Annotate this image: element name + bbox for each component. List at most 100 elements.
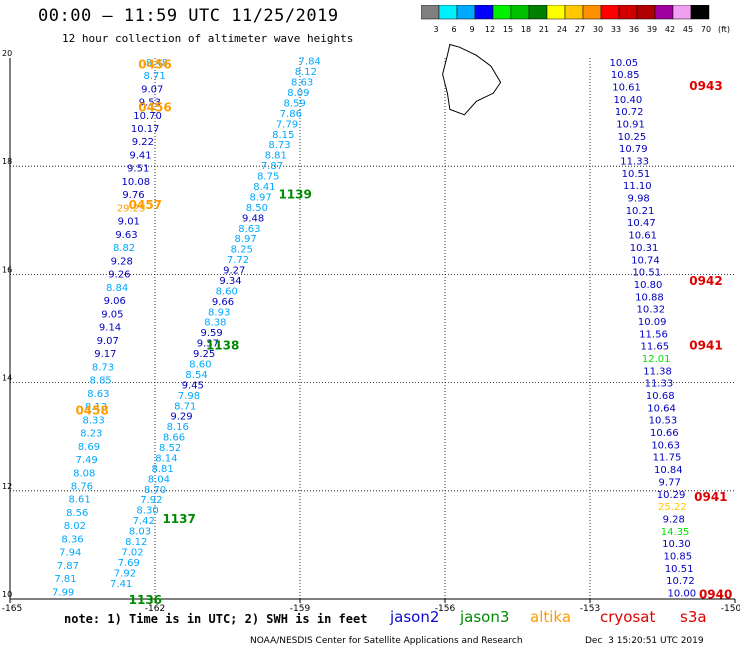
swh-value: 9.26 bbox=[108, 270, 130, 281]
pass-time-label: 0456 bbox=[138, 101, 171, 115]
pass-time-label: 1138 bbox=[206, 339, 239, 353]
swh-value: 8.12 bbox=[125, 537, 147, 548]
swh-value: 8.73 bbox=[92, 362, 114, 373]
generated-timestamp: Dec 3 15:20:51 UTC 2019 bbox=[585, 636, 704, 646]
swh-value: 8.76 bbox=[71, 481, 93, 492]
swh-value: 8.70 bbox=[144, 485, 166, 496]
x-tick-label: -165 bbox=[2, 604, 22, 614]
wave-height-colorbar: 3 6 9 12 15 18 21 24 27 30 33 36 39 42 45 70 (ft) bbox=[421, 5, 730, 34]
swh-value: 8.60 bbox=[216, 286, 238, 297]
swh-value: 7.86 bbox=[280, 109, 302, 120]
swh-value: 9.27 bbox=[223, 266, 245, 277]
swh-value: 11.38 bbox=[643, 366, 672, 377]
swh-value: 7.72 bbox=[227, 255, 249, 266]
swh-value: 9.28 bbox=[111, 256, 133, 267]
swh-value: 8.69 bbox=[78, 442, 100, 453]
swh-value: 8.97 bbox=[234, 234, 256, 245]
page-subtitle: 12 hour collection of altimeter wave hei… bbox=[62, 32, 354, 45]
swh-value: 8.63 bbox=[291, 78, 313, 89]
pass-time-label: 0941 bbox=[694, 490, 727, 504]
swh-value: 8.73 bbox=[268, 140, 290, 151]
swh-value: 8.36 bbox=[61, 534, 83, 545]
swh-value: 11.75 bbox=[653, 453, 682, 464]
colorbar-label: 24 bbox=[557, 25, 567, 34]
pass-time-label: 0458 bbox=[75, 404, 108, 418]
swh-value: 9.17 bbox=[94, 349, 116, 360]
swh-value: 9.98 bbox=[628, 194, 650, 205]
swh-value: 8.61 bbox=[68, 495, 90, 506]
swh-value: 8.66 bbox=[163, 433, 185, 444]
colorbar-label: 70 bbox=[701, 25, 711, 34]
swh-value: 10.68 bbox=[646, 391, 675, 402]
colorbar-label: 15 bbox=[503, 25, 513, 34]
colorbar-swatch bbox=[690, 5, 710, 20]
page-title: 00:00 – 11:59 UTC 11/25/2019 bbox=[38, 6, 339, 26]
swh-value: 8.60 bbox=[189, 360, 211, 371]
swh-value: 8.38 bbox=[204, 318, 226, 329]
swh-value: 10.08 bbox=[122, 177, 151, 188]
swh-value: 10.61 bbox=[612, 82, 641, 93]
swh-value: 8.04 bbox=[148, 474, 170, 485]
swh-value: 8.93 bbox=[208, 307, 230, 318]
swh-value: 10.25 bbox=[618, 132, 647, 143]
swh-value: 10.88 bbox=[635, 292, 664, 303]
y-tick-label: 16 bbox=[2, 265, 12, 274]
swh-value: 9.41 bbox=[129, 150, 151, 161]
swh-value: 7.81 bbox=[54, 574, 76, 585]
y-tick-label: 18 bbox=[2, 157, 12, 166]
swh-value: 10.51 bbox=[622, 169, 651, 180]
swh-value: 10.84 bbox=[654, 465, 683, 476]
credit-line: NOAA/NESDIS Center for Satellite Applica… bbox=[250, 636, 523, 646]
swh-value: 10.17 bbox=[131, 124, 160, 135]
legend-cryosat: cryosat bbox=[600, 608, 656, 626]
swh-value: 8.81 bbox=[265, 151, 287, 162]
swh-value: 9.66 bbox=[212, 297, 234, 308]
swh-value: 9.34 bbox=[219, 276, 241, 287]
swh-value: 9.14 bbox=[99, 323, 121, 334]
swh-value: 7.69 bbox=[118, 558, 140, 569]
swh-value: 8.56 bbox=[66, 508, 88, 519]
legend-note: note: 1) Time is in UTC; 2) SWH is in fe… bbox=[64, 612, 368, 626]
swh-value: 7.98 bbox=[178, 391, 200, 402]
swh-value: 8.85 bbox=[90, 376, 112, 387]
pass-time-label: 1139 bbox=[278, 187, 311, 201]
swh-value: 9.48 bbox=[242, 213, 264, 224]
swh-value: 10.47 bbox=[627, 218, 656, 229]
swh-value: 8.59 bbox=[283, 98, 305, 109]
swh-value: 10.79 bbox=[619, 144, 648, 155]
swh-value: 9.53 bbox=[139, 98, 161, 109]
swh-value: 10.05 bbox=[610, 58, 639, 69]
swh-value: 10.61 bbox=[628, 231, 657, 242]
colorbar-label: 42 bbox=[665, 25, 675, 34]
y-tick-label: 14 bbox=[2, 374, 12, 383]
swh-value: 10.30 bbox=[662, 539, 691, 550]
swh-value: 11.65 bbox=[641, 342, 670, 353]
colorbar-label: 27 bbox=[575, 25, 585, 34]
x-tick-label: -162 bbox=[145, 604, 165, 614]
x-tick-label: -159 bbox=[290, 604, 311, 614]
swh-value: 9.59 bbox=[201, 328, 223, 339]
pass-time-label: 0941 bbox=[689, 339, 722, 353]
pass-time-label: 1136 bbox=[129, 593, 162, 607]
swh-value: 10.51 bbox=[632, 268, 661, 279]
swh-value: 8.97 bbox=[250, 192, 272, 203]
x-tick-label: -153 bbox=[580, 604, 600, 614]
swh-value: 10.74 bbox=[631, 255, 660, 266]
swh-value: 10.66 bbox=[650, 428, 679, 439]
swh-value: 8.33 bbox=[83, 415, 105, 426]
colorbar-label: 18 bbox=[521, 25, 531, 34]
pass-time-label: 0940 bbox=[699, 588, 732, 602]
colorbar-label: 39 bbox=[647, 25, 657, 34]
x-tick-label: -156 bbox=[435, 604, 456, 614]
swh-value: 8.50 bbox=[246, 203, 268, 214]
swh-value: 8.81 bbox=[152, 464, 174, 475]
swh-value: 7.84 bbox=[299, 57, 321, 68]
swh-value: 7.42 bbox=[133, 516, 155, 527]
swh-value: 8.75 bbox=[257, 172, 279, 183]
swh-value: 10.85 bbox=[611, 70, 640, 81]
swh-value: 10.53 bbox=[649, 416, 678, 427]
swh-value: 8.16 bbox=[167, 422, 189, 433]
swh-value: 8.03 bbox=[129, 527, 151, 538]
swh-value: 10.29 bbox=[657, 490, 686, 501]
